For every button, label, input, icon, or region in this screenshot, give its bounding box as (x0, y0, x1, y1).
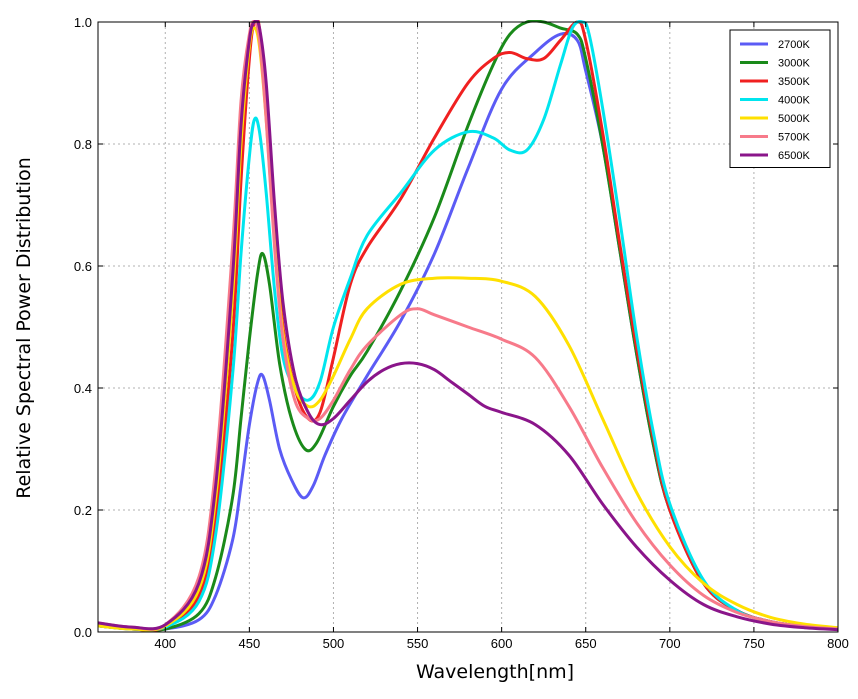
series-line-4000K (98, 20, 838, 632)
x-tick-label: 650 (575, 636, 597, 651)
series-line-5700K (98, 20, 838, 631)
x-tick-label: 700 (659, 636, 681, 651)
axis-ticks: 400 450 500 550 600 650 700 750 800 0.0 0.2 0.4 0.6 0… (74, 15, 849, 651)
legend-label: 3000K (778, 58, 810, 70)
series-line-6500K (98, 20, 838, 632)
x-tick-label: 500 (323, 636, 345, 651)
legend-label: 3500K (778, 76, 810, 88)
y-tick-label: 0.0 (74, 625, 92, 640)
legend-label: 2700K (778, 39, 810, 51)
x-tick-label: 800 (827, 636, 849, 651)
y-tick-label: 0.2 (74, 503, 92, 518)
series-lines (98, 20, 838, 632)
x-tick-label: 600 (491, 636, 513, 651)
y-axis-title: Relative Spectral Power Distribution (13, 157, 35, 498)
x-axis-title: Wavelength[nm] (416, 661, 574, 683)
y-tick-label: 1.0 (74, 15, 92, 30)
x-tick-label: 400 (154, 636, 176, 651)
series-line-3500K (98, 20, 838, 632)
legend-label: 6500K (778, 150, 810, 162)
x-tick-label: 750 (743, 636, 765, 651)
y-tick-label: 0.8 (74, 137, 92, 152)
y-tick-label: 0.4 (74, 381, 92, 396)
legend-label: 4000K (778, 95, 810, 107)
legend-label: 5000K (778, 113, 810, 125)
legend: 2700K 3000K 3500K 4000K 5000K 5700K 6500K (729, 29, 831, 168)
y-tick-label: 0.6 (74, 259, 92, 274)
x-tick-label: 450 (239, 636, 261, 651)
legend-label: 5700K (778, 132, 810, 144)
plot-frame (97, 21, 839, 633)
x-tick-label: 550 (407, 636, 429, 651)
